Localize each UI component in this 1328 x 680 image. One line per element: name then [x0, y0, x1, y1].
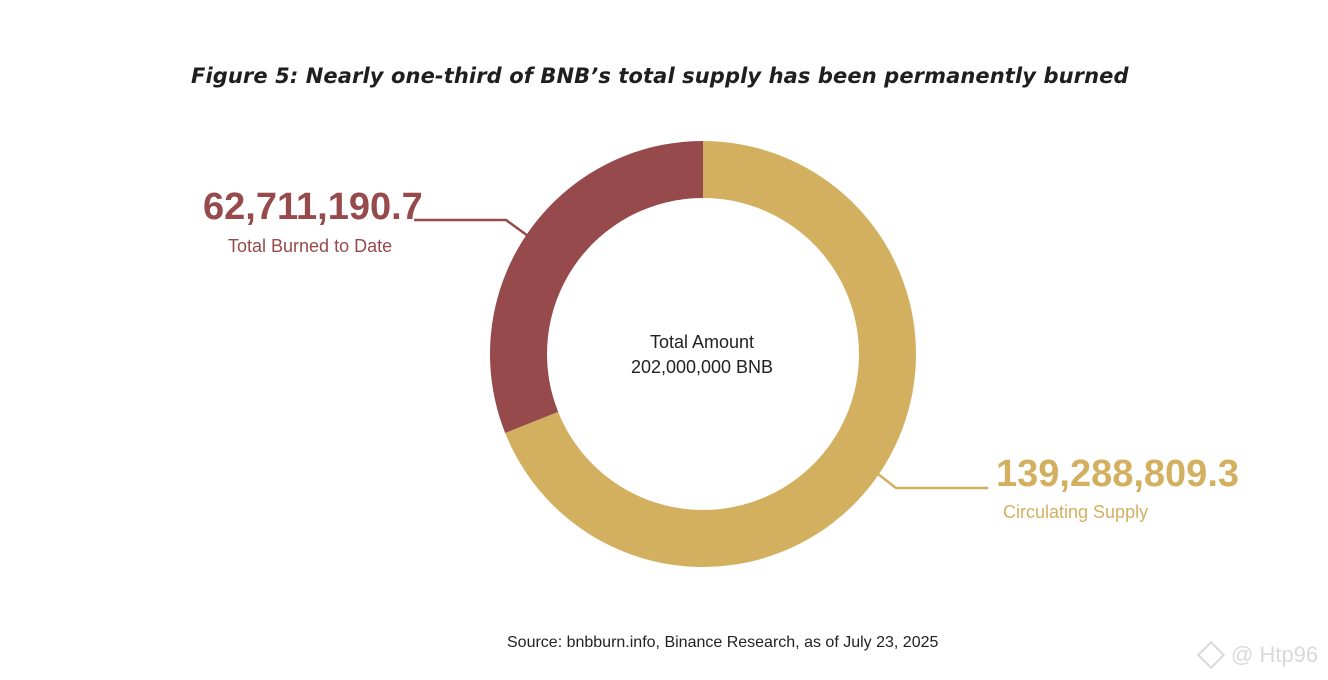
- circulating-value-label: 139,288,809.3: [996, 453, 1240, 495]
- watermark-text: @ Htp96: [1231, 642, 1319, 667]
- binance-diamond-icon: [1196, 640, 1226, 670]
- burned-value-label: 62,711,190.7: [203, 186, 423, 228]
- donut-center-text: Total Amount 202,000,000 BNB: [582, 330, 822, 380]
- center-total: 202,000,000 BNB: [630, 357, 774, 377]
- burned-slice: [490, 141, 703, 433]
- figure-title: Figure 5: Nearly one-third of BNB’s tota…: [191, 64, 1129, 88]
- circulating-leader-line: [877, 473, 988, 490]
- source-note: Source: bnbburn.info, Binance Research, …: [507, 634, 939, 651]
- circulating-category-label: Circulating Supply: [1003, 502, 1149, 522]
- center-title: Total Amount: [649, 332, 755, 352]
- watermark: @ Htp96: [1196, 640, 1319, 670]
- burned-category-label: Total Burned to Date: [228, 236, 393, 256]
- burned-leader-line: [414, 218, 529, 238]
